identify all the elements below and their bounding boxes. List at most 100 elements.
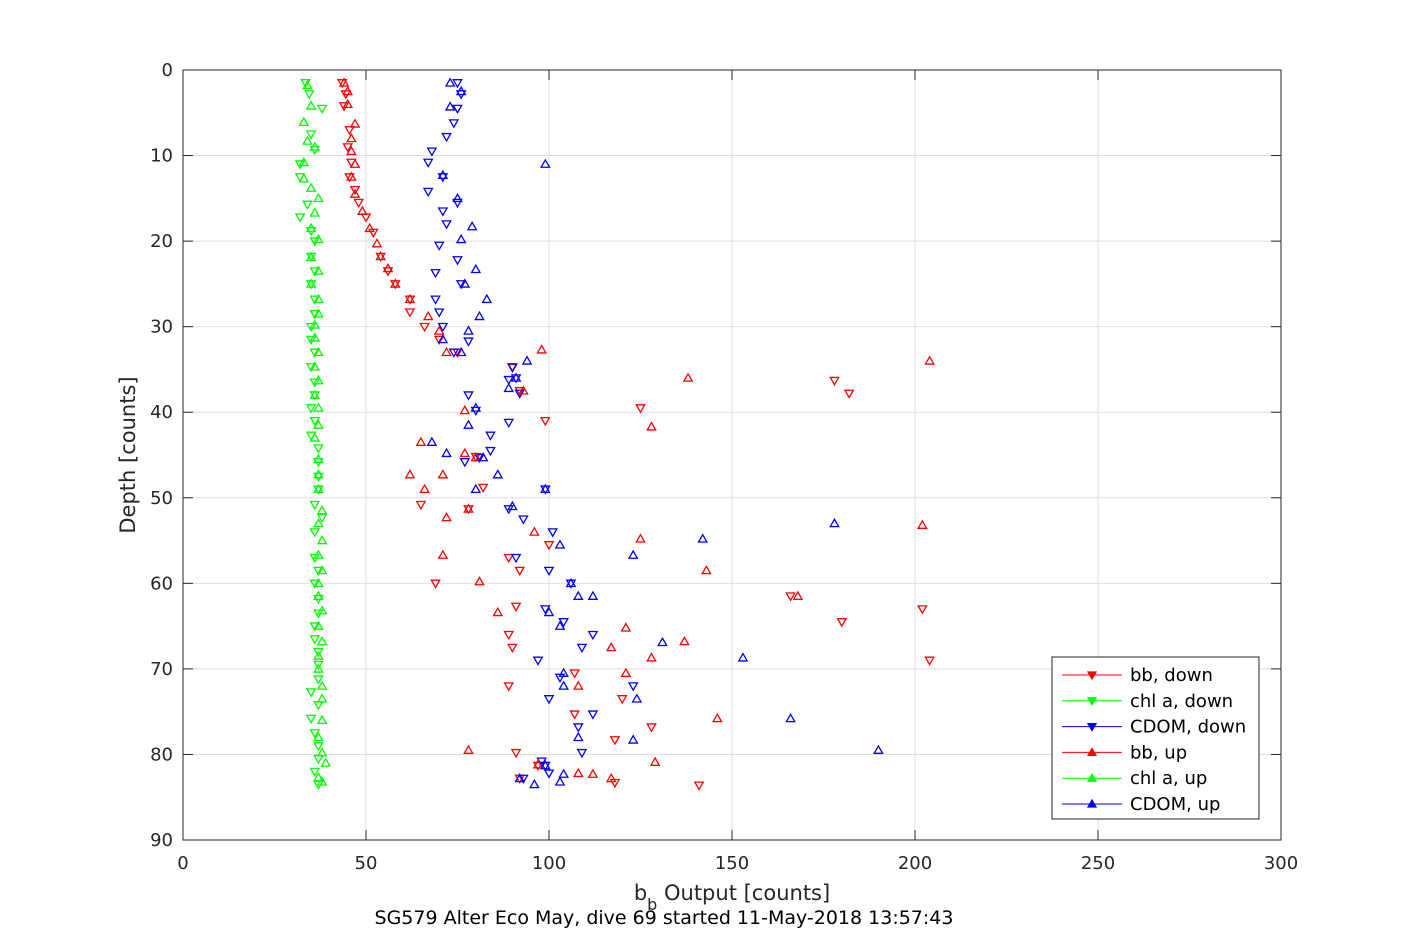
data-point xyxy=(829,376,840,387)
data-point xyxy=(305,363,317,373)
data-point xyxy=(371,238,383,248)
data-point xyxy=(313,419,324,429)
data-point xyxy=(430,295,441,305)
data-point xyxy=(433,241,445,251)
data-point xyxy=(543,695,555,705)
data-point xyxy=(346,145,357,156)
data-point xyxy=(309,332,321,342)
data-point xyxy=(452,104,463,115)
data-point xyxy=(313,483,324,494)
legend-entry: bb, up xyxy=(1130,742,1187,763)
data-point xyxy=(503,382,515,393)
data-point xyxy=(507,363,518,373)
data-point xyxy=(737,652,749,662)
data-point xyxy=(455,85,467,96)
data-point xyxy=(344,173,355,183)
data-point xyxy=(437,469,449,479)
data-point xyxy=(305,222,317,233)
data-point xyxy=(620,667,632,677)
data-point xyxy=(309,432,321,442)
data-point xyxy=(309,622,321,632)
data-point xyxy=(357,205,368,215)
data-point xyxy=(437,322,449,333)
data-point xyxy=(477,452,489,462)
data-point xyxy=(657,636,668,647)
x-axis-label-subscript: b xyxy=(647,895,657,914)
data-point xyxy=(554,620,566,630)
data-point xyxy=(646,723,657,733)
data-point xyxy=(430,579,441,589)
data-point xyxy=(649,756,661,766)
data-point xyxy=(514,566,526,577)
data-point xyxy=(646,652,657,662)
data-point xyxy=(430,268,441,279)
data-point xyxy=(701,564,712,575)
data-point xyxy=(569,669,580,679)
data-point xyxy=(510,602,522,612)
data-point xyxy=(298,116,310,126)
legend-marker xyxy=(1086,798,1098,808)
y-tick-label: 70 xyxy=(150,659,173,680)
data-point xyxy=(305,100,317,110)
data-point xyxy=(452,192,463,203)
data-point xyxy=(342,143,354,153)
data-point xyxy=(426,147,438,157)
legend-marker xyxy=(1086,722,1098,732)
data-point xyxy=(441,220,452,230)
data-point xyxy=(316,680,328,690)
data-point xyxy=(536,344,548,354)
data-point xyxy=(309,500,321,511)
data-point xyxy=(313,620,324,630)
data-point xyxy=(532,761,544,772)
data-point xyxy=(305,251,317,262)
data-point xyxy=(353,198,365,209)
data-point xyxy=(785,592,796,602)
data-point xyxy=(415,500,427,511)
data-point xyxy=(349,188,361,198)
data-point xyxy=(313,444,324,454)
data-point xyxy=(346,171,357,181)
data-point xyxy=(532,759,544,769)
data-point xyxy=(514,772,526,783)
data-point xyxy=(437,207,449,217)
data-point xyxy=(433,308,445,318)
data-point xyxy=(572,767,584,778)
data-point xyxy=(309,348,321,358)
y-tick-label: 40 xyxy=(150,402,173,423)
data-point xyxy=(518,515,529,525)
data-point xyxy=(466,221,478,231)
data-point xyxy=(309,207,321,217)
data-point xyxy=(313,566,324,577)
data-points xyxy=(294,77,935,791)
data-point xyxy=(463,391,474,401)
data-point xyxy=(349,158,361,168)
data-point xyxy=(463,337,474,347)
data-point xyxy=(503,553,515,564)
y-tick-label: 20 xyxy=(150,231,173,252)
data-point xyxy=(294,160,306,170)
data-point xyxy=(313,650,324,660)
data-point xyxy=(305,130,317,140)
data-point xyxy=(459,405,471,415)
data-point xyxy=(302,79,313,90)
data-point xyxy=(558,618,569,628)
data-point xyxy=(375,251,386,261)
data-point xyxy=(572,680,584,690)
data-point xyxy=(455,233,467,244)
data-point xyxy=(419,322,430,333)
data-point xyxy=(587,710,599,720)
data-point xyxy=(309,416,321,427)
data-point xyxy=(313,517,324,528)
data-point xyxy=(344,126,355,136)
data-point xyxy=(455,346,467,357)
data-point xyxy=(303,90,315,100)
data-point xyxy=(419,483,430,494)
data-point xyxy=(510,748,522,759)
data-point xyxy=(382,262,394,273)
x-tick-label: 0 xyxy=(177,853,188,874)
data-point xyxy=(404,308,416,318)
data-point xyxy=(631,693,643,703)
data-point xyxy=(627,734,639,744)
data-point xyxy=(313,742,324,752)
